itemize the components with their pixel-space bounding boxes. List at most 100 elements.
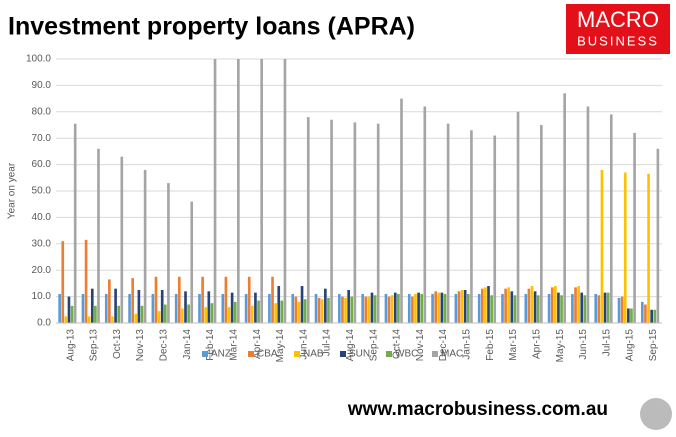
- y-tick-label: 40.0: [32, 212, 52, 223]
- bar: [370, 292, 374, 323]
- bar: [143, 169, 147, 323]
- y-tick-label: 30.0: [32, 238, 52, 249]
- bar: [297, 301, 301, 323]
- bar: [271, 276, 274, 323]
- bar: [490, 295, 493, 323]
- bar: [314, 293, 318, 323]
- bar: [540, 125, 543, 323]
- bar: [97, 148, 100, 323]
- bar: [620, 296, 624, 323]
- legend-swatch: [432, 351, 438, 357]
- legend-swatch: [340, 351, 346, 357]
- bar: [501, 293, 504, 323]
- bar: [387, 296, 391, 323]
- bar: [463, 290, 467, 323]
- x-tick-label: Dec-13: [159, 329, 170, 362]
- x-tick-label: Jan-15: [462, 329, 473, 360]
- bar: [70, 305, 74, 323]
- bar: [641, 301, 644, 323]
- x-tick-label: Jul-15: [601, 329, 612, 357]
- x-tick-label: Oct-13: [112, 329, 123, 359]
- bar: [446, 123, 450, 324]
- bar: [128, 293, 131, 323]
- legend-label: NAB: [303, 349, 324, 360]
- bar: [201, 276, 204, 323]
- bar: [414, 293, 417, 323]
- bar: [247, 276, 251, 323]
- bar: [627, 308, 630, 323]
- bar: [303, 299, 307, 323]
- bar: [300, 286, 304, 323]
- bar: [586, 106, 590, 324]
- bar: [184, 291, 187, 323]
- bar: [457, 291, 461, 323]
- bar: [510, 291, 514, 323]
- bar: [344, 297, 347, 323]
- bar: [87, 316, 91, 323]
- bar: [656, 148, 660, 323]
- bar: [653, 309, 657, 323]
- bar: [198, 293, 201, 323]
- bar: [594, 293, 598, 323]
- y-tick-label: 10.0: [32, 291, 52, 302]
- bar: [190, 201, 194, 323]
- bar: [571, 293, 574, 323]
- bar: [393, 292, 397, 323]
- bar: [390, 295, 394, 323]
- x-tick-label: Sep-13: [89, 329, 100, 362]
- bar: [154, 276, 158, 323]
- x-tick-label: May-14: [275, 329, 286, 363]
- x-tick-label: Nov-13: [135, 329, 146, 362]
- bar: [411, 296, 414, 323]
- bar: [324, 288, 327, 323]
- bar: [306, 117, 310, 323]
- legend-swatch: [294, 351, 300, 357]
- bar: [400, 98, 403, 323]
- bar: [550, 287, 554, 323]
- bar: [283, 59, 287, 323]
- x-tick-label: Jun-15: [578, 329, 589, 360]
- bar: [338, 293, 341, 323]
- bar: [606, 292, 610, 323]
- bar: [493, 135, 497, 323]
- bar: [207, 291, 211, 323]
- x-tick-label: May-15: [555, 329, 566, 363]
- bar: [181, 308, 184, 323]
- bar: [317, 297, 321, 323]
- bar: [376, 123, 380, 324]
- bar: [260, 59, 263, 323]
- bar: [574, 287, 577, 323]
- x-tick-label: Sep-15: [648, 329, 659, 362]
- bar: [650, 309, 653, 323]
- bar: [630, 308, 633, 323]
- bar: [244, 293, 248, 323]
- bar: [437, 292, 441, 323]
- bar: [160, 290, 164, 323]
- bar: [120, 156, 124, 323]
- bar: [480, 288, 484, 323]
- bar: [516, 111, 520, 323]
- bar: [268, 293, 271, 323]
- bar: [527, 288, 531, 323]
- bar: [174, 293, 178, 323]
- x-tick-label: Apr-15: [531, 329, 542, 359]
- bar: [104, 293, 108, 323]
- legend-swatch: [386, 351, 392, 357]
- legend-label: MAC: [441, 349, 463, 360]
- bar: [647, 173, 650, 323]
- bar: [600, 169, 604, 323]
- y-axis-label: Year on year: [7, 162, 18, 219]
- bar: [213, 59, 217, 323]
- bar: [417, 292, 420, 323]
- bar: [484, 287, 487, 323]
- bar: [157, 311, 161, 323]
- bar: [90, 288, 94, 323]
- y-tick-label: 70.0: [32, 133, 52, 144]
- bar: [81, 293, 85, 323]
- bar: [507, 287, 511, 323]
- bar: [327, 297, 330, 323]
- bar: [443, 293, 447, 323]
- bar: [420, 293, 424, 323]
- bar: [177, 276, 181, 323]
